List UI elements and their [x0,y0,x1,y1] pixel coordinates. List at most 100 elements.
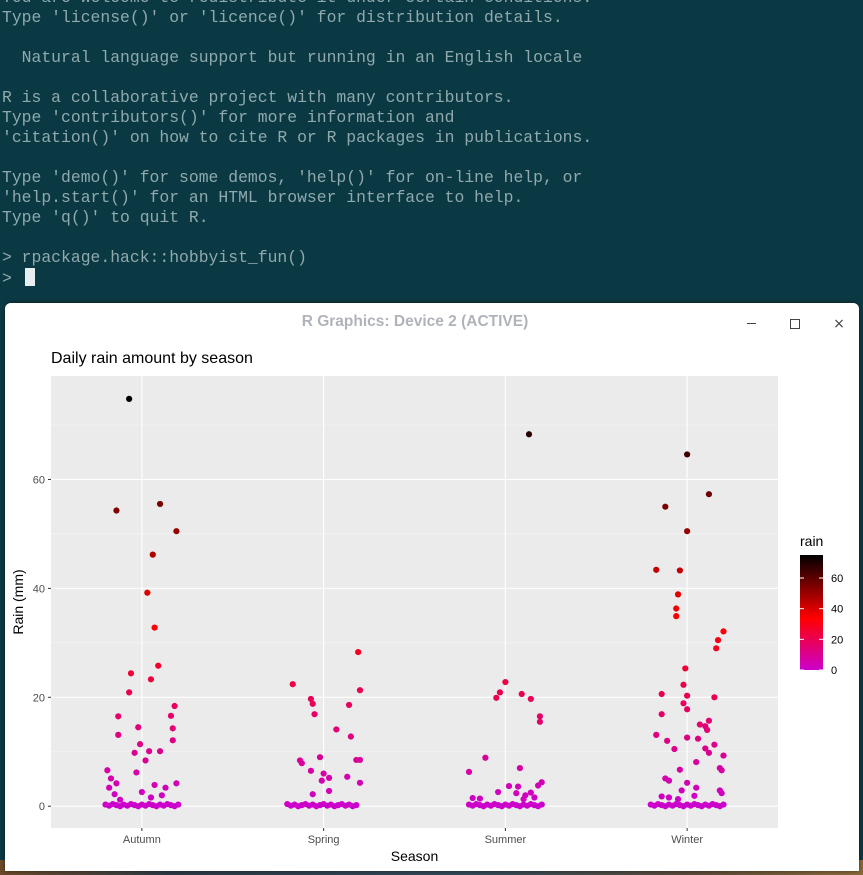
console-line: Type 'q()' to quit R. [2,208,209,227]
data-point [169,737,176,744]
data-point [135,724,142,731]
console-line [2,228,863,248]
y-axis-label: Rain (mm) [10,569,26,634]
data-point [333,726,340,733]
close-icon: × [833,316,845,332]
minimize-button[interactable] [740,312,762,334]
legend-tick-label: 60 [831,573,843,585]
data-point [311,711,318,718]
text-cursor [24,268,35,286]
console-line: 'citation()' on how to cite R or R packa… [2,128,593,147]
console-line: Natural language support but running in … [2,48,583,67]
data-point [691,792,698,799]
legend-title: rain [800,533,823,549]
data-point [353,802,360,809]
data-point [673,613,680,620]
data-point [653,731,660,738]
r-console[interactable]: You are welcome to redistribute it under… [0,0,863,305]
data-point [320,770,327,777]
data-point [674,796,682,803]
data-point [505,782,513,790]
data-point [653,566,660,573]
data-point [116,796,124,803]
data-point [678,787,685,794]
legend-tick-label: 0 [831,665,837,677]
legend-tick-label: 20 [831,634,843,646]
data-point [347,733,354,740]
maximize-button[interactable] [784,312,806,334]
data-point [680,700,687,707]
data-point [527,695,534,703]
axes: 0 20 40 60 Autumn Spring Summer Winter [33,474,704,846]
data-point [513,790,520,797]
console-line: Type 'contributors()' for more informati… [2,108,455,127]
console-line [2,28,863,48]
data-point [171,702,178,710]
data-point [720,801,727,808]
y-tick-label: 20 [33,692,45,704]
data-point [158,792,165,799]
data-point [298,760,305,767]
data-point [325,774,333,781]
graphics-device-window[interactable]: R Graphics: Device 2 (ACTIVE) × Daily ra… [5,303,859,871]
data-point [705,749,713,756]
data-point [149,551,156,558]
data-point [718,790,725,797]
console-prompt-line[interactable]: > [2,268,863,288]
data-point [676,766,683,773]
data-point [173,528,180,535]
data-point [536,713,544,720]
window-titlebar[interactable]: R Graphics: Device 2 (ACTIVE) × [5,303,859,341]
x-tick-label: Winter [671,834,703,846]
data-point [156,748,164,755]
data-point [126,689,133,696]
x-tick-label: Spring [308,834,340,846]
data-point [325,787,333,795]
data-point [705,717,713,724]
x-axis-label: Season [391,848,438,864]
data-point [705,491,713,498]
data-point [714,637,722,644]
data-point [658,793,665,800]
data-point [133,769,140,776]
data-point [531,794,538,801]
legend-colorbar [800,555,823,670]
data-point [111,791,118,798]
data-point [658,690,665,698]
data-point [693,759,700,766]
data-point [355,649,362,656]
y-tick-label: 0 [39,801,45,813]
data-point [664,737,671,744]
data-point [538,801,545,808]
data-point [175,801,182,808]
data-point [694,735,702,742]
data-point [142,757,149,764]
data-point [684,779,691,786]
console-line: Type 'demo()' for some demos, 'help()' f… [2,168,583,187]
close-button[interactable]: × [828,312,850,334]
data-point [151,781,158,789]
data-point [684,692,691,699]
data-point [711,741,718,748]
data-point [516,764,524,772]
data-point [356,687,364,694]
data-point [106,784,113,791]
data-point [115,713,122,720]
data-point [144,589,151,596]
data-point [469,794,476,802]
data-point [309,700,316,707]
data-point [309,791,316,798]
legend-tick-label: 40 [831,604,843,616]
window-title: R Graphics: Device 2 (ACTIVE) [301,313,529,330]
data-point [704,726,711,734]
data-point [662,503,669,510]
data-point [658,711,665,718]
data-point [162,784,169,791]
data-point [115,731,122,738]
data-point [720,752,727,759]
data-point [113,507,120,514]
data-point [502,678,509,686]
console-line: > rpackage.hack::hobbyist_fun() [2,248,307,267]
data-point [127,670,135,677]
y-tick-label: 60 [33,474,45,486]
